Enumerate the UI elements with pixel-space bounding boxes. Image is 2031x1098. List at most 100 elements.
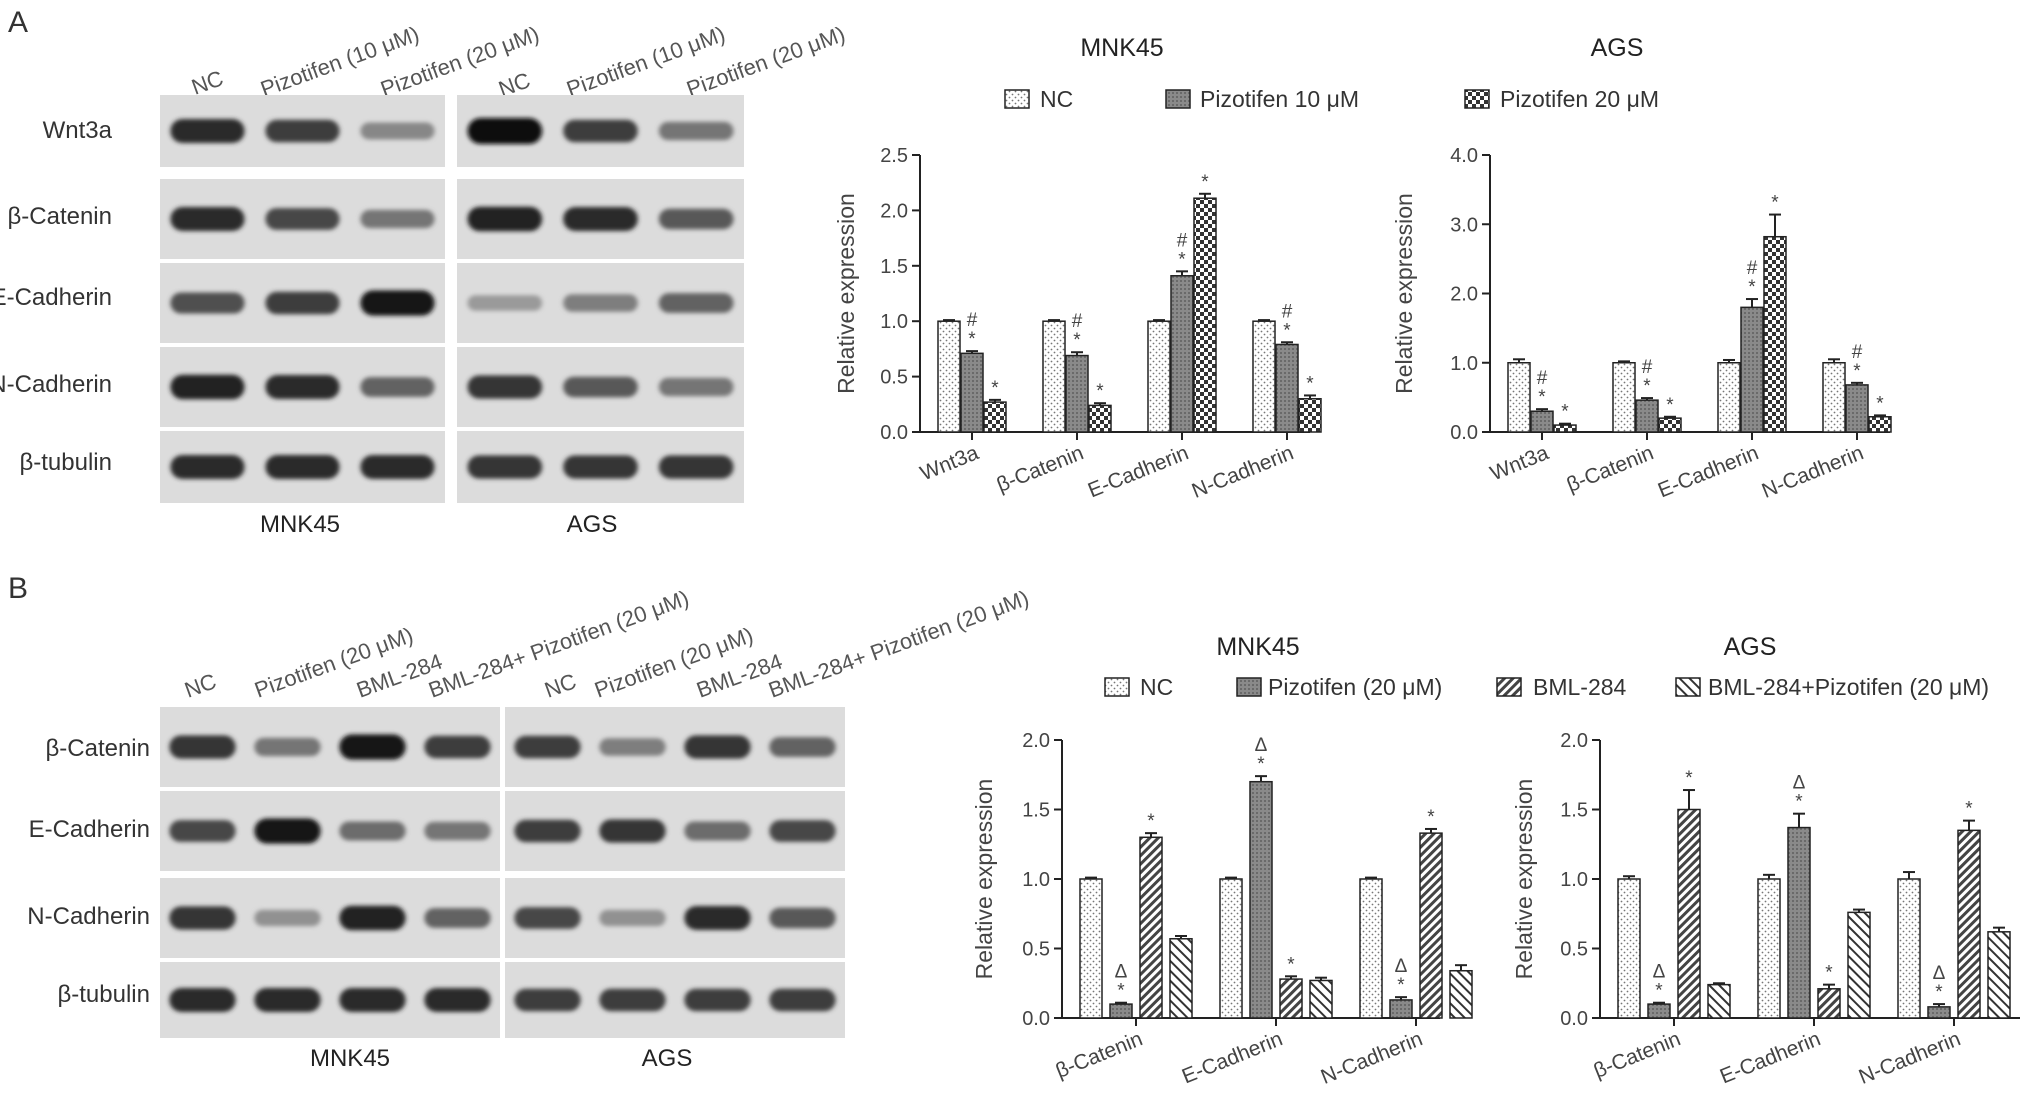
blot-band	[599, 909, 666, 927]
blot-band	[514, 988, 581, 1012]
blot-row-label: β-Catenin	[7, 203, 112, 230]
blot-band	[658, 208, 734, 230]
blot-band	[424, 988, 491, 1012]
blot-band	[265, 375, 340, 399]
bar	[1553, 424, 1577, 433]
lane-label: NC	[181, 668, 220, 702]
significance-marker: *	[1538, 387, 1546, 408]
x-tick-label: β-Catenin	[1590, 1027, 1683, 1083]
blot-band	[169, 906, 236, 930]
y-axis-label: Relative expression	[1391, 193, 1417, 394]
blot-band	[467, 295, 543, 311]
blot-row-label: β-Catenin	[45, 735, 150, 762]
bar-chart: MNK45 Relative expression 0.0 0.5 1.0 1.5 2.0 β…	[971, 633, 1473, 1089]
lane-label: NC	[541, 668, 580, 702]
bar	[1507, 362, 1531, 433]
blot-cell-line-label: AGS	[567, 511, 618, 538]
y-tick-label: 1.5	[880, 256, 908, 278]
bar	[960, 352, 984, 433]
significance-marker: Δ	[1793, 773, 1806, 794]
bar	[1612, 362, 1636, 433]
bar	[1147, 320, 1171, 433]
significance-marker: Δ	[1653, 962, 1666, 983]
significance-marker: *	[1643, 376, 1651, 397]
x-tick-label: N-Cadherin	[1189, 441, 1297, 503]
y-tick-label: 4.0	[1450, 145, 1478, 167]
blot-band	[254, 909, 321, 927]
y-tick-label: 1.0	[1022, 869, 1050, 891]
significance-marker: *	[968, 329, 976, 350]
x-tick-label: E-Cadherin	[1085, 441, 1192, 502]
y-tick-label: 3.0	[1450, 214, 1478, 236]
bar	[1298, 398, 1322, 433]
significance-marker: *	[1257, 754, 1265, 775]
blot-band	[658, 377, 734, 397]
blot-band	[254, 988, 321, 1012]
blot-band	[769, 820, 836, 842]
blot-image-group	[160, 95, 744, 503]
blot-cell-line-label: AGS	[642, 1045, 693, 1072]
blot-band	[563, 376, 638, 398]
blot-row-label: Wnt3a	[43, 117, 113, 144]
blot-band	[514, 907, 581, 929]
x-tick-label: β-Catenin	[993, 441, 1086, 497]
blot-row-label: N-Cadherin	[0, 371, 112, 398]
blot-band	[467, 206, 543, 232]
blot-band	[684, 821, 751, 841]
significance-marker: #	[967, 310, 978, 331]
y-tick-label: 2.0	[1450, 284, 1478, 306]
significance-marker: *	[1117, 981, 1125, 1002]
bar	[1088, 404, 1112, 433]
blot-band	[339, 734, 406, 760]
bar	[1927, 1006, 1951, 1019]
panel-letter-b: B	[8, 572, 28, 605]
legend-swatch-pizotifen-20	[1236, 677, 1262, 697]
significance-marker: Δ	[1933, 963, 1946, 984]
chart-title: AGS	[1724, 633, 1777, 661]
legend-label: BML-284	[1533, 674, 1627, 700]
blot-band	[360, 209, 435, 229]
blot-band	[658, 455, 734, 479]
legend-swatch-pizotifen-20	[1464, 89, 1490, 109]
blot-band	[339, 905, 406, 931]
bar	[1787, 826, 1811, 1019]
x-tick-label: E-Cadherin	[1179, 1027, 1286, 1088]
blot-band	[684, 735, 751, 759]
blot-band	[563, 455, 638, 479]
legend-swatch-nc	[1004, 89, 1030, 109]
bar	[1845, 384, 1869, 433]
significance-marker: *	[1965, 799, 1973, 820]
blot-band	[360, 455, 435, 479]
y-tick-label: 0.0	[1022, 1008, 1050, 1030]
bar	[1309, 979, 1333, 1019]
significance-marker: *	[1306, 373, 1314, 394]
bar	[1065, 354, 1089, 433]
bar	[1170, 275, 1194, 433]
blot-band	[563, 294, 638, 312]
significance-marker: *	[1655, 981, 1663, 1002]
significance-marker: #	[1072, 311, 1083, 332]
blot-band	[339, 988, 406, 1012]
bar	[1868, 416, 1892, 433]
significance-marker: *	[1795, 792, 1803, 813]
blot-row-label: E-Cadherin	[0, 284, 112, 311]
legend-swatch-nc	[1104, 677, 1130, 697]
chart-title: AGS	[1591, 34, 1644, 62]
significance-marker: *	[1935, 982, 1943, 1003]
bar	[1419, 832, 1443, 1019]
significance-marker: *	[1397, 975, 1405, 996]
y-tick-label: 0.0	[1560, 1008, 1588, 1030]
significance-marker: *	[991, 378, 999, 399]
bar	[1647, 1003, 1671, 1019]
blot-band	[658, 293, 734, 313]
significance-marker: *	[1771, 193, 1779, 214]
significance-marker: *	[1096, 381, 1104, 402]
bar	[1740, 306, 1764, 433]
blot-band	[563, 119, 638, 143]
bar	[1817, 988, 1841, 1019]
blot-band	[563, 207, 638, 231]
blot-band	[514, 819, 581, 843]
significance-marker: #	[1852, 342, 1863, 363]
